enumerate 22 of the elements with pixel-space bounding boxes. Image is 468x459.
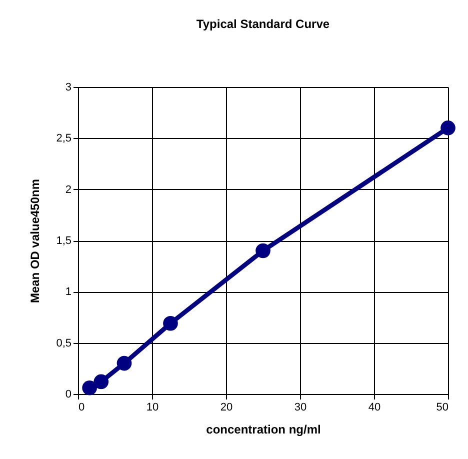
y-tick-label: 0,5 [56,337,72,350]
point [116,356,132,371]
y-tick-label: 2,5 [56,132,72,145]
point [94,374,109,390]
y-axis-title: Mean OD value450nm [28,178,42,304]
x-tick-label: 20 [220,402,233,414]
x-tick-label: 0 [78,402,85,414]
point [256,243,270,258]
point [163,316,178,331]
y-tick-label: 2 [65,184,72,196]
x-tick-label: 50 [436,402,448,414]
point [440,120,456,136]
y-tick-label: 0 [65,388,72,400]
chart-title: Typical Standard Curve [196,17,330,31]
y-tick-label: 1 [65,286,72,298]
y-tick-label: 1,5 [56,235,72,247]
point [82,380,97,396]
x-tick-label: 10 [146,402,159,414]
x-tick-label: 30 [294,402,307,414]
x-axis-title: concentration ng/ml [206,422,321,436]
x-tick-label: 40 [368,402,381,414]
y-tick-label: 3 [65,82,72,94]
